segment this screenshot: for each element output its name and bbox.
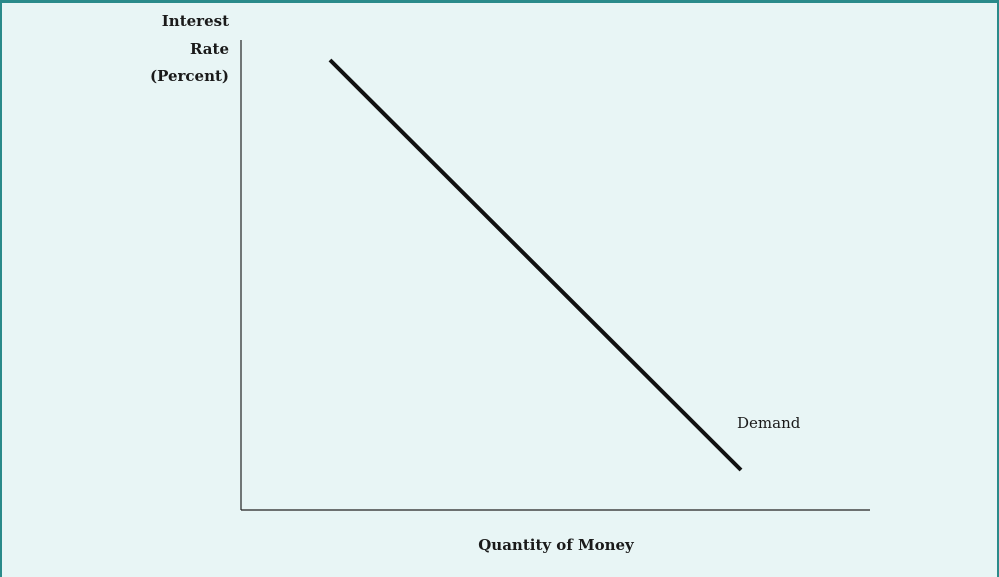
y-axis-label: (Percent) (150, 67, 229, 85)
y-axis-label: Rate (190, 40, 229, 58)
x-axis-label: Quantity of Money (478, 536, 635, 554)
frame-right (997, 0, 999, 577)
y-axis-label: Interest (162, 12, 229, 30)
frame-top (0, 0, 999, 3)
demand-curve (328, 58, 743, 472)
frame-left (0, 0, 2, 577)
curve-label: Demand (737, 414, 801, 432)
